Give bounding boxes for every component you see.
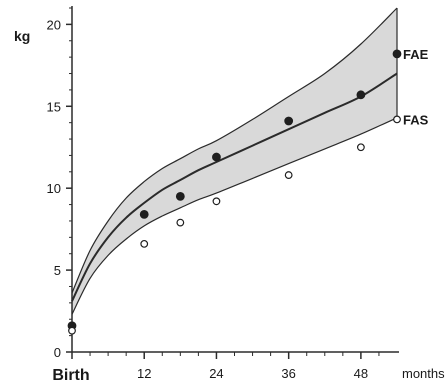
- x-tick-label-birth: Birth: [52, 367, 89, 384]
- fae-point: [212, 152, 221, 162]
- series-labels-group: FAE FAS: [403, 47, 429, 128]
- x-tick-label: 48: [354, 366, 368, 381]
- fas-point: [176, 218, 185, 227]
- y-tick-label: 10: [47, 181, 61, 196]
- fae-point: [392, 49, 402, 59]
- fae-point: [284, 116, 294, 126]
- data-points-group: [67, 49, 402, 335]
- fas-point: [356, 143, 365, 152]
- x-tick-label: 24: [209, 366, 223, 381]
- reference-band-area: [72, 8, 397, 315]
- y-tick-label: 20: [47, 17, 61, 32]
- tick-labels-group: 0 5 10 15 20 Birth 12 24 36 48: [47, 17, 369, 384]
- x-tick-label: 36: [281, 366, 295, 381]
- x-axis-label: months: [402, 366, 445, 381]
- fas-point: [140, 239, 149, 248]
- mean-curve-group: [71, 72, 398, 302]
- mean-curve: [71, 72, 398, 302]
- y-tick-label: 15: [47, 99, 61, 114]
- y-tick-label: 0: [54, 345, 61, 360]
- axes-group: [66, 6, 399, 359]
- fas-point: [393, 115, 401, 124]
- band-lower-line: [71, 117, 398, 315]
- fas-point: [68, 326, 76, 335]
- y-tick-label: 5: [54, 263, 61, 278]
- fas-point: [284, 171, 293, 179]
- reference-band-group: [71, 7, 398, 315]
- series-label-fas: FAS: [403, 112, 429, 127]
- series-label-fae: FAE: [403, 47, 429, 62]
- y-axis-label: kg: [14, 28, 30, 44]
- fas-point: [212, 197, 221, 206]
- fae-point: [356, 90, 366, 100]
- band-upper-line: [71, 7, 398, 294]
- fae-point: [175, 191, 185, 201]
- fae-point: [139, 209, 149, 219]
- x-tick-label: 12: [137, 366, 151, 381]
